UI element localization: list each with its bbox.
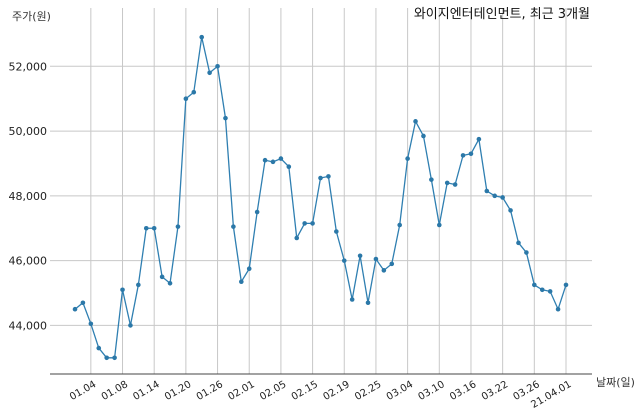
data-point bbox=[334, 229, 339, 234]
data-point bbox=[539, 287, 545, 293]
y-tick-label: 50,000 bbox=[9, 125, 48, 138]
data-point bbox=[231, 224, 236, 229]
data-point bbox=[365, 300, 371, 306]
data-point bbox=[532, 282, 537, 288]
data-point bbox=[159, 274, 165, 280]
data-point bbox=[500, 195, 505, 200]
x-tick-label: 03.04 bbox=[385, 379, 415, 403]
data-point bbox=[199, 34, 205, 40]
data-point bbox=[460, 153, 466, 158]
data-point bbox=[80, 300, 86, 306]
x-tick-label: 03.22 bbox=[480, 379, 510, 403]
x-tick-label: 02.01 bbox=[226, 379, 256, 403]
y-gridlines bbox=[50, 65, 592, 326]
data-point bbox=[143, 225, 149, 231]
x-gridlines bbox=[90, 8, 567, 374]
x-tick-labels: 01.04 01.08 01.14 01.20 01.26 02.01 02.05 02.15… bbox=[68, 379, 573, 411]
x-tick-label: 01.08 bbox=[100, 379, 130, 403]
data-point bbox=[341, 258, 347, 263]
x-tick-label: 02.25 bbox=[353, 379, 383, 403]
y-tick-label: 44,000 bbox=[9, 319, 48, 332]
data-point bbox=[262, 157, 268, 163]
data-point bbox=[136, 282, 141, 288]
data-point bbox=[112, 355, 117, 361]
data-point bbox=[349, 297, 355, 302]
data-point bbox=[421, 133, 426, 139]
data-point bbox=[555, 306, 561, 312]
data-point bbox=[88, 321, 94, 327]
data-point bbox=[151, 225, 157, 231]
data-point bbox=[191, 89, 197, 95]
x-tick-label: 01.04 bbox=[68, 379, 98, 403]
data-point bbox=[246, 266, 252, 272]
price-series-points bbox=[72, 34, 569, 361]
data-point bbox=[239, 279, 244, 284]
y-tick-label: 46,000 bbox=[9, 255, 48, 268]
data-point bbox=[452, 182, 458, 187]
x-tick-label: 03.10 bbox=[416, 379, 446, 403]
data-point bbox=[492, 193, 498, 199]
data-point bbox=[373, 256, 379, 262]
y-axis-label: 주가(원) bbox=[12, 10, 51, 23]
data-point bbox=[175, 224, 181, 229]
data-point bbox=[357, 253, 363, 259]
data-point bbox=[381, 268, 387, 273]
price-series-line bbox=[74, 37, 567, 359]
data-point bbox=[436, 222, 442, 228]
y-tick-labels: 44,000 46,000 48,000 50,000 52,000 bbox=[9, 60, 48, 332]
data-point bbox=[563, 282, 569, 288]
data-point bbox=[444, 180, 450, 186]
data-point bbox=[484, 188, 490, 194]
x-tick-label: 01.20 bbox=[163, 379, 193, 403]
data-point bbox=[468, 151, 474, 157]
data-point bbox=[278, 156, 284, 161]
x-tick-label: 02.19 bbox=[321, 379, 351, 403]
y-tick-label: 48,000 bbox=[9, 190, 48, 203]
data-point bbox=[207, 70, 212, 76]
data-point bbox=[508, 208, 513, 213]
x-tick-label: 01.26 bbox=[195, 379, 225, 403]
data-point bbox=[302, 221, 307, 226]
chart-title: 와이지엔터테인먼트, 최근 3개월 bbox=[414, 7, 590, 22]
data-point bbox=[310, 221, 315, 226]
data-point bbox=[397, 222, 402, 228]
data-point bbox=[270, 159, 276, 165]
data-point bbox=[413, 119, 418, 124]
data-point bbox=[389, 261, 395, 267]
x-tick-label: 02.15 bbox=[290, 379, 320, 403]
y-tick-label: 52,000 bbox=[9, 60, 48, 73]
data-point bbox=[128, 323, 133, 328]
data-point bbox=[254, 209, 260, 215]
data-point bbox=[167, 281, 173, 286]
data-point bbox=[286, 164, 292, 170]
data-point bbox=[516, 240, 521, 246]
data-point bbox=[524, 250, 529, 255]
data-point bbox=[294, 235, 300, 241]
data-point bbox=[429, 177, 434, 182]
data-point bbox=[547, 289, 553, 294]
data-point bbox=[223, 115, 228, 121]
data-point bbox=[318, 175, 323, 181]
x-tick-label: 01.14 bbox=[131, 379, 161, 403]
data-point bbox=[120, 287, 125, 293]
data-point bbox=[215, 64, 220, 69]
x-tick-label: 03.16 bbox=[448, 379, 478, 403]
data-point bbox=[183, 96, 189, 101]
data-point bbox=[326, 174, 331, 179]
data-point bbox=[405, 156, 410, 161]
x-tick-label: 02.05 bbox=[258, 379, 288, 403]
data-point bbox=[72, 306, 78, 312]
data-point bbox=[104, 355, 109, 361]
x-axis-label: 날짜(일) bbox=[596, 375, 635, 389]
data-point bbox=[96, 345, 102, 351]
data-point bbox=[476, 136, 482, 142]
